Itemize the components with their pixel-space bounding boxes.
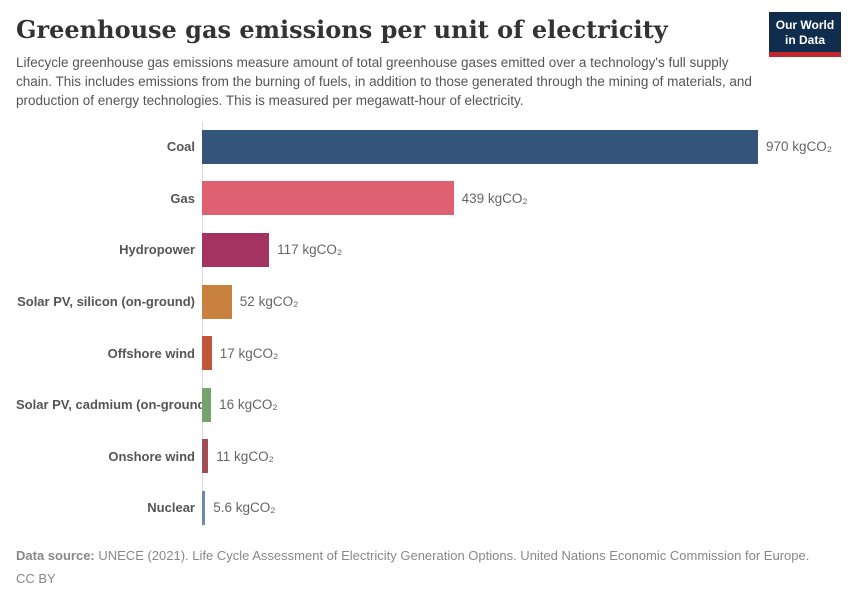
owid-logo-line2: in Data (784, 33, 825, 47)
bar-area: 52 kgCO₂ (202, 284, 834, 319)
category-label: Coal (166, 139, 195, 155)
bar-area: 117 kgCO₂ (202, 232, 834, 267)
chart-row: Coal 970 kgCO₂ (16, 121, 834, 173)
owid-logo[interactable]: Our World in Data (769, 12, 841, 57)
bar-area: 16 kgCO₂ (202, 387, 834, 422)
source-text: UNECE (2021). Life Cycle Assessment of E… (94, 548, 810, 563)
bar-solar-pv-silicon-on-ground[interactable] (202, 284, 232, 319)
chart-row: Nuclear 5.6 kgCO₂ (16, 482, 834, 534)
value-label: 52 kgCO₂ (239, 294, 299, 310)
chart-row: Onshore wind 11 kgCO₂ (16, 431, 834, 483)
bar-area: 439 kgCO₂ (202, 181, 834, 216)
bar-gas[interactable] (202, 181, 454, 216)
category-label: Hydropower (119, 242, 195, 258)
bar-nuclear[interactable] (202, 490, 206, 525)
license-text[interactable]: CC BY (16, 570, 56, 586)
value-label: 16 kgCO₂ (219, 397, 278, 413)
page-title: Greenhouse gas emissions per unit of ele… (16, 15, 668, 44)
category-label: Offshore wind (107, 345, 195, 361)
bar-area: 11 kgCO₂ (202, 439, 834, 474)
value-label: 117 kgCO₂ (277, 242, 343, 258)
value-label: 5.6 kgCO₂ (213, 500, 276, 516)
chart-row: Offshore wind 17 kgCO₂ (16, 327, 834, 379)
category-label: Solar PV, cadmium (on-ground) (16, 397, 210, 413)
bar-area: 5.6 kgCO₂ (202, 490, 834, 525)
bar-hydropower[interactable] (202, 232, 270, 267)
chart-footer: Data source: UNECE (2021). Life Cycle As… (16, 545, 834, 591)
y-axis-line (202, 122, 203, 526)
value-label: 17 kgCO₂ (219, 345, 279, 361)
chart-subtitle: Lifecycle greenhouse gas emissions measu… (16, 55, 752, 108)
chart-rows: Coal 970 kgCO₂ Gas 439 kgCO₂ Hydropower 117 k… (16, 121, 834, 534)
source-label: Data source: (16, 548, 95, 563)
chart-row: Solar PV, silicon (on-ground) 52 kgCO₂ (16, 276, 834, 328)
bar-offshore-wind[interactable] (202, 336, 212, 371)
category-label: Gas (170, 190, 195, 206)
category-label: Solar PV, silicon (on-ground) (17, 294, 195, 310)
owid-logo-line1: Our World (775, 18, 835, 32)
bar-onshore-wind[interactable] (202, 439, 209, 474)
value-label: 11 kgCO₂ (216, 448, 274, 464)
value-label: 970 kgCO₂ (766, 139, 833, 155)
source-line: Data source: UNECE (2021). Life Cycle As… (16, 545, 834, 568)
bar-area: 17 kgCO₂ (202, 336, 834, 371)
chart-row: Gas 439 kgCO₂ (16, 173, 834, 225)
value-label: 439 kgCO₂ (461, 190, 528, 206)
bar-area: 970 kgCO₂ (202, 129, 834, 164)
bar-coal[interactable] (202, 129, 758, 164)
bar-chart: Coal 970 kgCO₂ Gas 439 kgCO₂ Hydropower 117 k… (16, 121, 834, 534)
chart-row: Solar PV, cadmium (on-ground) 16 kgCO₂ (16, 379, 834, 431)
bar-solar-pv-cadmium-on-ground[interactable] (202, 387, 212, 422)
category-label: Nuclear (147, 500, 195, 516)
category-label: Onshore wind (108, 448, 195, 464)
chart-row: Hydropower 117 kgCO₂ (16, 224, 834, 276)
